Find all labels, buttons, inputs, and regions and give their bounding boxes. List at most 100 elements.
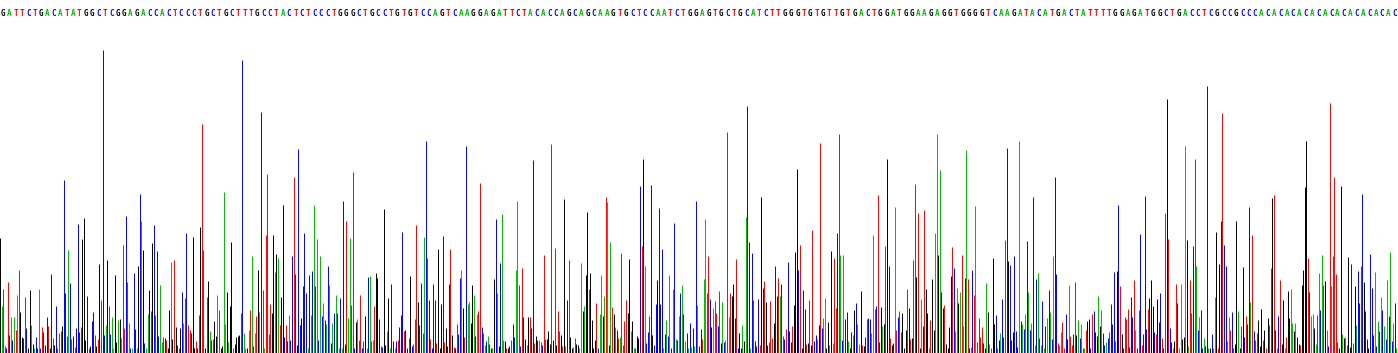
Text: T: T [1075, 9, 1079, 18]
Text: C: C [1342, 9, 1346, 18]
Text: A: A [1018, 9, 1022, 18]
Text: T: T [236, 9, 240, 18]
Text: C: C [674, 9, 679, 18]
Text: T: T [306, 9, 310, 18]
Text: C: C [179, 9, 183, 18]
Text: C: C [993, 9, 997, 18]
Text: A: A [459, 9, 463, 18]
Text: G: G [471, 9, 475, 18]
Text: A: A [916, 9, 920, 18]
Text: T: T [294, 9, 298, 18]
Text: A: A [858, 9, 864, 18]
Text: A: A [141, 9, 145, 18]
Text: T: T [242, 9, 247, 18]
Text: T: T [1145, 9, 1149, 18]
Text: A: A [1310, 9, 1314, 18]
Text: A: A [1297, 9, 1302, 18]
Text: G: G [408, 9, 412, 18]
Text: T: T [1023, 9, 1029, 18]
Text: C: C [865, 9, 870, 18]
Text: C: C [1253, 9, 1257, 18]
Text: A: A [1272, 9, 1276, 18]
Text: C: C [744, 9, 749, 18]
Text: A: A [71, 9, 75, 18]
Text: T: T [713, 9, 717, 18]
Text: C: C [1290, 9, 1296, 18]
Text: G: G [89, 9, 95, 18]
Text: A: A [1348, 9, 1353, 18]
Text: A: A [935, 9, 939, 18]
Text: T: T [217, 9, 221, 18]
Text: A: A [496, 9, 500, 18]
Text: G: G [788, 9, 794, 18]
Text: T: T [986, 9, 990, 18]
Text: T: T [20, 9, 25, 18]
Text: A: A [1387, 9, 1391, 18]
Text: G: G [688, 9, 692, 18]
Text: T: T [64, 9, 69, 18]
Text: A: A [281, 9, 285, 18]
Text: A: A [45, 9, 50, 18]
Text: A: A [7, 9, 11, 18]
Text: C: C [185, 9, 190, 18]
Text: G: G [566, 9, 570, 18]
Text: T: T [274, 9, 278, 18]
Text: T: T [77, 9, 81, 18]
Text: T: T [776, 9, 780, 18]
Text: T: T [32, 9, 38, 18]
Text: T: T [363, 9, 368, 18]
Text: A: A [484, 9, 488, 18]
Text: C: C [166, 9, 171, 18]
Text: G: G [1011, 9, 1016, 18]
Text: C: C [27, 9, 31, 18]
Text: A: A [1030, 9, 1035, 18]
Text: G: G [491, 9, 495, 18]
Text: C: C [356, 9, 361, 18]
Text: C: C [376, 9, 380, 18]
Text: C: C [1227, 9, 1232, 18]
Text: C: C [516, 9, 520, 18]
Text: T: T [1170, 9, 1174, 18]
Text: C: C [287, 9, 291, 18]
Text: C: C [261, 9, 266, 18]
Text: C: C [109, 9, 113, 18]
Text: G: G [903, 9, 907, 18]
Text: G: G [624, 9, 628, 18]
Text: G: G [1132, 9, 1137, 18]
Text: C: C [312, 9, 317, 18]
Text: C: C [1367, 9, 1371, 18]
Text: T: T [389, 9, 393, 18]
Text: C: C [211, 9, 215, 18]
Text: A: A [1005, 9, 1009, 18]
Text: G: G [1, 9, 6, 18]
Text: T: T [401, 9, 405, 18]
Text: T: T [1088, 9, 1092, 18]
Text: G: G [394, 9, 400, 18]
Text: A: A [1081, 9, 1086, 18]
Text: G: G [1055, 9, 1060, 18]
Text: C: C [1380, 9, 1384, 18]
Text: G: G [884, 9, 889, 18]
Text: G: G [910, 9, 914, 18]
Text: A: A [656, 9, 660, 18]
Text: A: A [129, 9, 133, 18]
Text: G: G [369, 9, 375, 18]
Text: T: T [681, 9, 685, 18]
Text: A: A [1183, 9, 1187, 18]
Text: C: C [229, 9, 235, 18]
Text: G: G [973, 9, 977, 18]
Text: C: C [192, 9, 196, 18]
Text: T: T [1202, 9, 1206, 18]
Text: C: C [1068, 9, 1074, 18]
Text: T: T [618, 9, 622, 18]
Text: G: G [338, 9, 343, 18]
Text: G: G [808, 9, 812, 18]
Text: G: G [344, 9, 348, 18]
Text: T: T [509, 9, 514, 18]
Text: C: C [726, 9, 730, 18]
Text: T: T [414, 9, 418, 18]
Text: A: A [1043, 9, 1047, 18]
Text: T: T [331, 9, 336, 18]
Text: G: G [878, 9, 882, 18]
Text: G: G [611, 9, 615, 18]
